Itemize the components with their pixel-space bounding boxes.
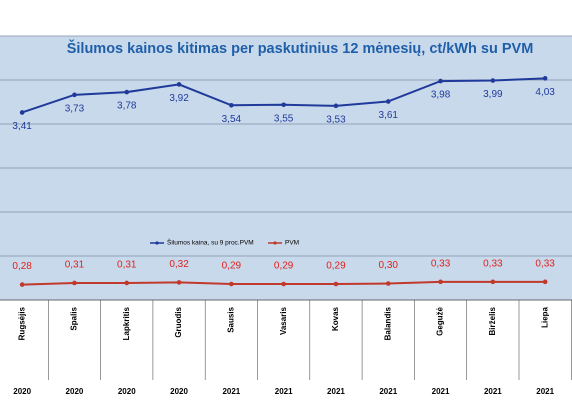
legend-marker (273, 241, 277, 245)
point (438, 78, 443, 84)
legend-label: PVM (285, 240, 299, 247)
data-label: 0,33 (483, 258, 503, 269)
data-label: 0,33 (535, 258, 555, 269)
data-label: 3,54 (222, 114, 242, 125)
point (333, 281, 339, 287)
data-label: 0,33 (431, 258, 451, 269)
point (229, 281, 234, 287)
point (385, 281, 391, 286)
point (124, 89, 130, 95)
year-label: 2021 (275, 387, 293, 396)
year-label: 2020 (118, 387, 136, 396)
data-label: 3,53 (326, 114, 346, 125)
point (229, 103, 234, 108)
year-label: 2021 (432, 387, 450, 396)
data-label: 3,98 (431, 90, 451, 101)
x-tick-label: Balandis (383, 306, 392, 340)
point (490, 78, 496, 83)
point (281, 281, 286, 287)
year-label: 2020 (170, 387, 188, 396)
data-label: 3,92 (169, 93, 189, 104)
data-label: 0,29 (222, 261, 242, 272)
data-label: 0,30 (379, 260, 399, 271)
point (19, 110, 25, 115)
data-label: 4,03 (535, 87, 555, 98)
point (124, 280, 130, 286)
point (176, 280, 182, 285)
point (490, 279, 496, 285)
year-label: 2021 (484, 387, 502, 396)
point (542, 76, 548, 81)
x-tick-label: Kovas (331, 306, 340, 331)
x-tick-label: Liepa (540, 306, 549, 327)
data-label: 3,55 (274, 113, 294, 124)
point (72, 92, 77, 98)
data-label: 3,99 (483, 89, 503, 100)
point (438, 279, 443, 285)
x-tick-label: Vasaris (279, 306, 288, 335)
x-tick-label: Gruodis (174, 306, 183, 337)
x-tick-label: Gegužė (436, 306, 445, 335)
x-tick-label: Birželis (488, 306, 497, 335)
point (281, 102, 286, 108)
data-label: 3,78 (117, 101, 137, 112)
point (176, 82, 182, 87)
data-label: 0,32 (169, 259, 189, 270)
data-label: 0,29 (274, 261, 294, 272)
year-label: 2021 (536, 387, 554, 396)
point (19, 282, 25, 287)
x-tick-label: Lapkritis (122, 306, 131, 340)
data-label: 0,31 (117, 260, 137, 271)
year-label: 2020 (66, 387, 84, 396)
data-label: 0,31 (65, 260, 85, 271)
data-label: 3,41 (12, 121, 32, 132)
point (542, 279, 548, 285)
data-label: 3,61 (379, 110, 399, 121)
x-tick-label: Spalis (70, 306, 79, 330)
year-label: 2021 (379, 387, 397, 396)
point (333, 103, 339, 109)
point (72, 280, 77, 286)
data-label: 0,28 (12, 261, 32, 272)
chart-title: Šilumos kainos kitimas per paskutinius 1… (67, 39, 534, 57)
data-label: 3,73 (65, 103, 85, 114)
year-label: 2021 (327, 387, 345, 396)
x-tick-label: Rugsėjis (17, 306, 26, 340)
year-label: 2020 (13, 387, 31, 396)
point (385, 99, 391, 104)
legend-marker (155, 241, 159, 245)
x-tick-label: Sausis (226, 306, 235, 332)
legend-label: Šilumos kaina, su 9 proc.PVM (167, 238, 254, 247)
data-label: 0,29 (326, 261, 346, 272)
year-label: 2021 (222, 387, 240, 396)
